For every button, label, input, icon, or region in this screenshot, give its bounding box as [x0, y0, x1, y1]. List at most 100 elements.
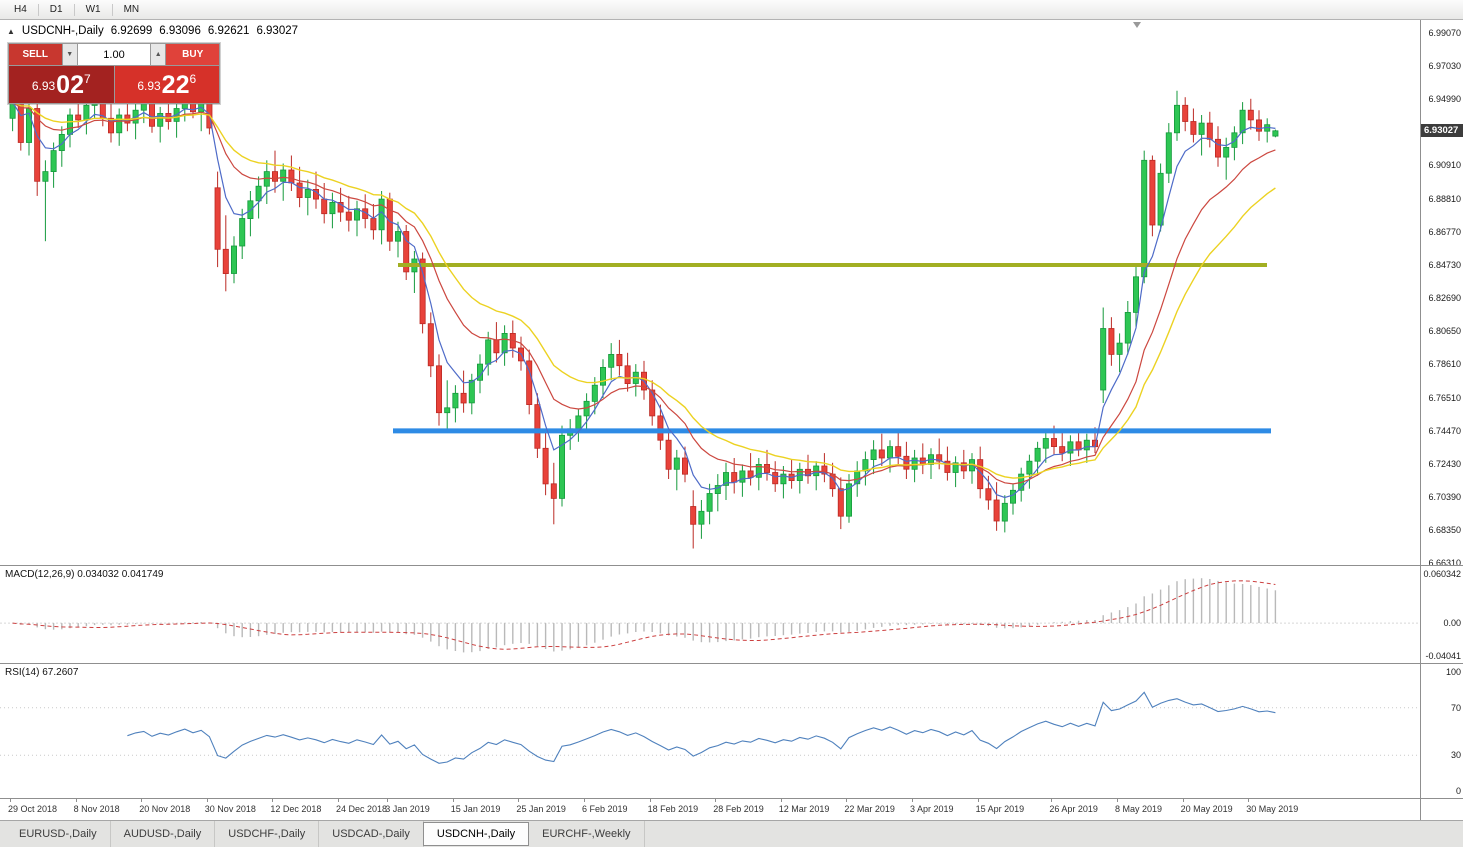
quote-high: 6.93096: [159, 25, 201, 37]
date-axis-label: 30 May 2019: [1246, 804, 1299, 814]
price-axis-label: 6.72430: [1428, 458, 1461, 469]
date-axis-row: 29 Oct 2018 8 Nov 2018 20 Nov 2018 30 Nov 2…: [0, 798, 1463, 820]
volume-input[interactable]: [78, 44, 150, 65]
chart-tab-usdchf[interactable]: USDCHF-,Daily: [215, 821, 320, 847]
price-chart-area[interactable]: ▲ USDCNH-,Daily 6.92699 6.93096 6.92621 …: [0, 20, 1420, 565]
sell-price-main: 6.93: [31, 78, 56, 93]
macd-axis-label: 0.060342: [1423, 569, 1461, 579]
rsi-axis-label: 100: [1445, 667, 1461, 677]
price-axis-label: 6.84730: [1428, 260, 1461, 270]
panel-collapse-icon[interactable]: ▲: [7, 26, 15, 36]
date-axis-label: 12 Mar 2019: [778, 804, 830, 814]
buy-price-main: 6.93: [137, 78, 161, 93]
date-tick: [1182, 799, 1184, 802]
date-tick: [452, 799, 454, 802]
moving-average-slow: [12, 101, 1276, 479]
buy-price-fraction: 6: [189, 71, 197, 86]
timeframe-button-h4[interactable]: H4: [6, 2, 35, 17]
price-axis[interactable]: 6.99070 6.97030 6.94990 6.90910 6.88810 6.867…: [1420, 20, 1463, 568]
volume-increase-icon[interactable]: ▲: [151, 44, 166, 65]
date-axis-label: 28 Feb 2019: [713, 804, 764, 814]
buy-button[interactable]: BUY: [166, 44, 219, 65]
date-tick: [780, 799, 782, 802]
sell-button[interactable]: SELL: [9, 44, 62, 65]
timeframe-toolbar: H4 D1 W1 MN: [0, 0, 1463, 20]
rsi-axis[interactable]: 100 70 30 0: [1420, 664, 1463, 798]
toolbar-separator: [37, 3, 39, 16]
date-axis-corner: [1420, 799, 1463, 820]
date-tick: [649, 799, 651, 802]
price-axis-label: 6.90910: [1428, 160, 1461, 170]
date-axis[interactable]: 29 Oct 2018 8 Nov 2018 20 Nov 2018 30 Nov 2…: [0, 799, 1420, 820]
macd-signal-line: [12, 580, 1276, 650]
chart-tab-usdcnh[interactable]: USDCNH-,Daily: [422, 822, 530, 846]
chart-tab-usdcad[interactable]: USDCAD-,Daily: [319, 821, 424, 847]
date-axis-label: 22 Mar 2019: [844, 804, 895, 814]
date-axis-label: 3 Jan 2019: [385, 804, 430, 814]
price-axis-label: 6.80650: [1428, 326, 1461, 336]
price-axis-label: 6.97030: [1428, 61, 1461, 71]
moving-average-fast: [12, 101, 1276, 499]
macd-canvas: [0, 578, 1420, 653]
macd-axis[interactable]: 0.060342 0.00 -0.04041: [1420, 566, 1463, 663]
date-tick: [715, 799, 717, 802]
date-axis-label: 12 Dec 2018: [270, 804, 322, 814]
timeframe-button-d1[interactable]: D1: [42, 2, 71, 17]
date-axis-label: 15 Apr 2019: [975, 804, 1025, 814]
date-axis-label: 8 Nov 2018: [73, 804, 120, 814]
chart-tab-eurchf[interactable]: EURCHF-,Weekly: [529, 821, 645, 847]
sell-price-fraction: 7: [83, 71, 91, 86]
date-axis-label: 25 Jan 2019: [516, 804, 566, 814]
price-axis-label: 6.70390: [1428, 491, 1461, 502]
macd-indicator-label: MACD(12,26,9) 0.034032 0.041749: [5, 569, 164, 580]
price-chart-canvas: [9, 87, 1279, 549]
sell-price-pips: 02: [56, 71, 84, 99]
price-axis-label: 6.76510: [1428, 392, 1461, 403]
date-axis-label: 8 May 2019: [1115, 804, 1163, 814]
date-tick: [1117, 799, 1118, 802]
price-axis-label: 6.99070: [1428, 28, 1461, 38]
date-tick: [272, 799, 274, 802]
timeframe-button-mn[interactable]: MN: [116, 2, 148, 17]
rsi-axis-label: 70: [1450, 702, 1461, 713]
price-panel: ▲ USDCNH-,Daily 6.92699 6.93096 6.92621 …: [0, 20, 1463, 568]
volume-dropdown-icon[interactable]: ▼: [62, 44, 77, 65]
price-axis-label: 6.94990: [1428, 94, 1461, 104]
date-tick: [846, 799, 848, 802]
price-axis-label: 6.68350: [1428, 524, 1461, 535]
date-tick: [75, 799, 77, 802]
date-tick: [141, 799, 143, 802]
date-tick: [206, 799, 208, 802]
rsi-axis-label: 30: [1450, 750, 1461, 761]
quote-open: 6.92699: [110, 25, 153, 37]
chart-shift-marker-icon: [1133, 22, 1141, 28]
rsi-axis-label: 0: [1455, 786, 1461, 796]
chart-tab-audusd[interactable]: AUDUSD-,Daily: [111, 821, 216, 847]
symbol-name: USDCNH-,Daily: [21, 25, 104, 37]
price-axis-label: 6.66310: [1428, 557, 1461, 568]
date-axis-label: 15 Jan 2019: [450, 804, 501, 814]
macd-chart-area[interactable]: MACD(12,26,9) 0.034032 0.041749: [0, 566, 1420, 663]
rsi-panel: RSI(14) 67.2607 100 70 30 0: [0, 663, 1463, 798]
date-tick: [518, 799, 520, 802]
macd-axis-label: 0.00: [1443, 618, 1461, 629]
date-axis-label: 20 May 2019: [1180, 804, 1233, 814]
buy-price-button[interactable]: 6.93 22 6: [114, 66, 219, 103]
quote-close: 6.93027: [256, 25, 299, 37]
candles-layer: [9, 87, 1279, 549]
rsi-chart-area[interactable]: RSI(14) 67.2607: [0, 664, 1420, 798]
date-tick: [1248, 799, 1250, 802]
price-axis-label: 6.74470: [1428, 425, 1461, 436]
date-axis-label: 3 Apr 2019: [910, 804, 954, 814]
price-axis-label: 6.88810: [1428, 194, 1461, 204]
rsi-indicator-label: RSI(14) 67.2607: [5, 667, 79, 678]
sell-price-button[interactable]: 6.93 02 7: [9, 66, 114, 103]
date-axis-label: 26 Apr 2019: [1049, 804, 1098, 814]
price-axis-label: 6.82690: [1428, 293, 1461, 303]
chart-tab-eurusd[interactable]: EURUSD-,Daily: [6, 821, 111, 847]
toolbar-separator: [111, 3, 113, 16]
moving-average-medium: [12, 101, 1276, 485]
timeframe-button-w1[interactable]: W1: [78, 2, 109, 17]
toolbar-separator: [73, 3, 75, 16]
date-tick: [387, 799, 389, 802]
